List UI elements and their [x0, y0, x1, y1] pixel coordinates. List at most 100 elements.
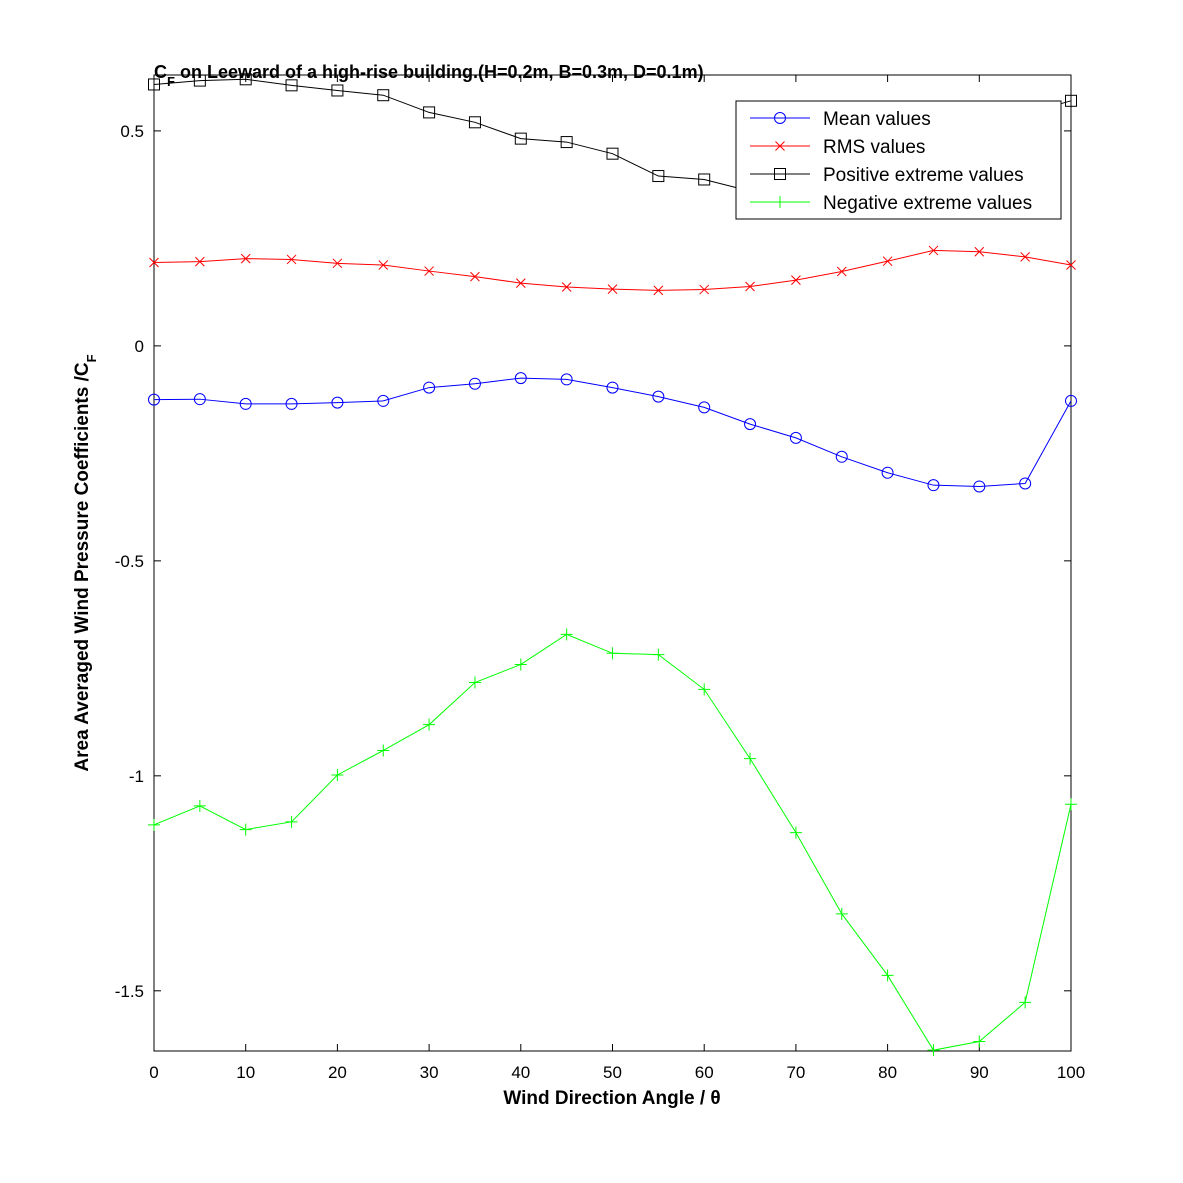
circle-marker [148, 393, 160, 406]
x-tick-label: 0 [149, 1063, 158, 1082]
x-marker [699, 284, 710, 295]
x-tick-label: 80 [878, 1063, 897, 1082]
y-axis-title-sub: F [84, 354, 99, 362]
square-marker [606, 147, 619, 160]
circle-marker [331, 396, 344, 409]
circle-marker [193, 393, 206, 406]
circle-marker [239, 397, 252, 410]
square-marker [331, 84, 344, 97]
legend-item: Positive extreme values [750, 165, 1024, 186]
plus-marker [331, 768, 344, 781]
x-axis: 0 10 20 30 40 50 60 70 80 90 100 [149, 75, 1085, 1082]
plus-marker [881, 969, 894, 982]
square-marker [468, 116, 481, 129]
legend: Mean values RMS values Positive extreme va… [735, 100, 1062, 220]
x-tick-label: 60 [695, 1063, 714, 1082]
square-marker [1065, 94, 1077, 107]
plus-marker [514, 658, 527, 671]
circle-marker [514, 372, 527, 385]
x-marker [607, 284, 618, 294]
x-marker [791, 275, 801, 285]
chart-title-rest: on Leeward of a high-rise building.(H=0.… [175, 62, 704, 82]
series-negative-extreme-values [148, 628, 1077, 1057]
plus-marker [377, 744, 390, 757]
x-marker [470, 271, 480, 282]
square-marker [239, 73, 252, 86]
chart-title-main: C [154, 62, 167, 82]
x-marker [332, 258, 343, 269]
x-tick-label: 10 [236, 1063, 255, 1082]
x-tick-label: 40 [511, 1063, 530, 1082]
x-marker [1066, 260, 1076, 270]
square-marker [652, 170, 665, 183]
x-marker [194, 256, 205, 267]
y-tick-label: -1 [129, 767, 144, 786]
plot-area [153, 74, 1072, 1052]
x-axis-title: Wind Direction Angle / θ [503, 1088, 720, 1109]
legend-item: Mean values [750, 109, 931, 130]
legend-item: RMS values [750, 137, 925, 158]
legend-label: RMS values [823, 137, 925, 158]
plus-marker [239, 823, 252, 836]
circle-marker [423, 381, 436, 394]
x-marker [882, 256, 893, 267]
x-marker [240, 253, 251, 264]
circle-marker [744, 418, 757, 431]
circle-marker [560, 373, 573, 386]
square-marker [698, 173, 711, 186]
square-marker [423, 106, 436, 119]
x-tick-label: 50 [603, 1063, 622, 1082]
circle-marker [606, 381, 619, 394]
circle-marker [1019, 477, 1032, 490]
y-tick-label: 0 [135, 337, 144, 356]
chart-title-sub: F [167, 74, 175, 89]
circle-marker [973, 480, 986, 493]
circle-marker [698, 401, 711, 414]
plus-marker [973, 1035, 986, 1048]
plus-marker [560, 628, 573, 641]
plus-marker [285, 815, 298, 828]
circle-marker [774, 112, 786, 124]
square-marker [193, 74, 206, 87]
x-marker [775, 141, 785, 151]
y-tick-label: -0.5 [115, 552, 144, 571]
circle-marker [927, 479, 940, 492]
y-tick-label: -1.5 [115, 982, 144, 1001]
y-axis-title-main: Area Averaged Wind Pressure Coefficients… [72, 362, 93, 771]
x-marker [745, 281, 755, 292]
plus-marker [606, 647, 619, 660]
circle-marker [789, 431, 802, 444]
plus-marker [193, 799, 206, 812]
legend-label: Negative extreme values [823, 193, 1032, 214]
y-tick-label: 0.5 [120, 122, 144, 141]
x-marker [928, 245, 939, 256]
y-axis-title: Area Averaged Wind Pressure Coefficients… [72, 354, 99, 771]
plus-marker [652, 648, 665, 661]
circle-marker [1065, 394, 1077, 407]
series-rms-values [149, 245, 1076, 296]
plus-marker [148, 818, 160, 831]
x-marker [149, 257, 159, 268]
square-marker [514, 132, 527, 145]
plus-marker [423, 718, 436, 731]
circle-marker [468, 377, 481, 390]
series-mean-values [148, 372, 1077, 493]
series-line [153, 377, 1072, 487]
circle-marker [285, 397, 298, 410]
legend-box [735, 100, 1062, 220]
x-marker [653, 285, 664, 296]
plus-marker [1065, 798, 1077, 811]
y-axis: -1.5 -1 -0.5 0 0.5 [115, 122, 1071, 1001]
circle-marker [652, 390, 665, 403]
x-marker [561, 282, 572, 292]
x-marker [974, 246, 985, 257]
x-marker [515, 278, 526, 288]
x-marker [836, 266, 847, 277]
square-marker [285, 79, 298, 92]
square-marker [377, 89, 390, 102]
x-tick-label: 20 [328, 1063, 347, 1082]
legend-label: Positive extreme values [823, 165, 1024, 186]
plus-marker [744, 752, 757, 765]
plus-marker [789, 826, 802, 839]
